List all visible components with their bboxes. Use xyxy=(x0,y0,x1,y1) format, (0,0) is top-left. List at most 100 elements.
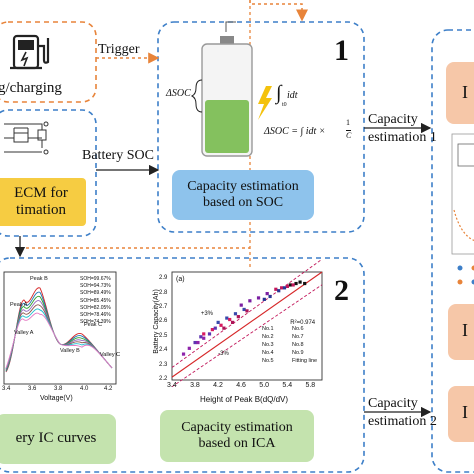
point-No9-1 xyxy=(262,297,266,301)
ic-curves-label: ery IC curves xyxy=(15,430,97,447)
battery-icon xyxy=(201,21,253,157)
ic-curve-4 xyxy=(5,300,113,371)
ic-xtick-2: 3.6 xyxy=(28,386,37,392)
ic-xtick-5: 4.2 xyxy=(104,386,113,392)
ic-curve-7 xyxy=(5,312,113,369)
scatter-xtick-13: 5.8 xyxy=(305,382,316,389)
band-minus-3 xyxy=(171,284,323,388)
charging-label: g/charging xyxy=(0,80,62,96)
scatter-ytick-6: 2.7 xyxy=(159,304,168,310)
ecm-line2: timation xyxy=(16,202,66,218)
ica-box-text: Capacity estimation based on ICA xyxy=(160,410,314,462)
ic-chart xyxy=(3,271,117,385)
formula-frac-den: C xyxy=(346,130,352,140)
scatter-ytick-7: 2.8 xyxy=(159,289,168,296)
ic-xtick-1: 3.4 xyxy=(2,386,11,392)
point-No3-2 xyxy=(248,299,252,303)
point-No6-2 xyxy=(199,335,203,339)
point-No7-1 xyxy=(181,352,186,356)
point-No4-1 xyxy=(216,320,220,324)
right-box-bottom xyxy=(448,386,474,442)
scatter-legend-3: No.3 xyxy=(262,342,274,348)
ecm-box-text: ECM for timation xyxy=(0,180,86,224)
ic-legend-1: SOH=99.67% xyxy=(80,276,111,282)
soc-box-line1: Capacity estimation xyxy=(187,178,299,194)
soc-box-line2: based on SOC xyxy=(202,195,284,210)
ic-xlabel: Voltage(V) xyxy=(40,395,73,402)
point-No7-3 xyxy=(196,340,200,345)
soc-panel xyxy=(157,21,365,233)
point-No4-2 xyxy=(225,316,229,320)
point-No7-4 xyxy=(202,336,206,340)
step-2-number: 2 xyxy=(334,274,349,307)
point-No8-2 xyxy=(230,320,235,324)
ica-box xyxy=(160,410,314,462)
ic-xtick-3: 3.8 xyxy=(54,386,63,392)
cap-est2-line1: Capacity xyxy=(368,396,418,411)
formula-delta-soc-left: ΔSOC xyxy=(166,88,191,99)
point-No3-1 xyxy=(239,303,243,307)
scatter-title: (a) xyxy=(176,276,185,283)
ic-legend-7: SOH=74.39% xyxy=(80,319,111,326)
cap-est2-line2: estimation 2 xyxy=(368,414,437,429)
right-bottom-letter: I xyxy=(462,402,468,422)
ic-peak-label-4: Valley B xyxy=(60,348,80,354)
scatter-xtick-5: 4.2 xyxy=(213,382,223,389)
point-No7-2 xyxy=(187,346,191,350)
right-panel xyxy=(431,29,474,473)
scatter-ytick-4: 2.5 xyxy=(159,332,168,339)
point-No1-3 xyxy=(298,280,302,284)
scatter-annotation-2: -3% xyxy=(218,351,229,358)
formula-idt: idt xyxy=(287,90,298,101)
ic-legend-5: SOH=82.05% xyxy=(80,304,111,311)
ic-peak-label-3: Valley A xyxy=(14,330,34,336)
scatter-xtick-7: 4.6 xyxy=(236,382,246,389)
right-mini-chart xyxy=(451,133,474,285)
ic-legend-4: SOH=85.45% xyxy=(80,297,111,304)
scatter-legend-7: No.7 xyxy=(292,334,304,340)
point-No4-4 xyxy=(242,307,246,312)
scatter-legend-1: No.1 xyxy=(262,326,274,332)
point-No6-4 xyxy=(213,326,217,330)
right-box-top xyxy=(446,62,474,124)
scatter-legend-9: No.9 xyxy=(292,350,304,356)
scatter-legend-6: No.6 xyxy=(292,326,304,332)
scatter-legend-5: No.5 xyxy=(262,358,274,364)
point-No5-3 xyxy=(219,323,223,327)
charger-panel xyxy=(0,21,97,103)
scatter-ytick-2: 2.3 xyxy=(159,361,168,368)
band-plus-3 xyxy=(171,258,323,368)
point-No9-2 xyxy=(268,294,272,299)
trigger-line-top xyxy=(249,0,308,22)
right-top-letter: I xyxy=(462,82,468,102)
scatter-legend-10: Fitting line xyxy=(292,358,318,364)
right-box-mid xyxy=(448,304,474,360)
scatter-xlabel: Height of Peak B(dQ/dV) xyxy=(200,395,289,404)
ic-legend-3: SOH=89.49% xyxy=(80,290,111,297)
point-No1-1 xyxy=(288,283,292,287)
point-No3-4 xyxy=(265,292,269,296)
right-mid-letter: I xyxy=(462,320,468,340)
point-No2-3 xyxy=(285,284,289,288)
ic-peak-label-6: Valley C xyxy=(100,352,121,358)
fitting-line xyxy=(171,271,323,378)
scatter-legend-2: No.2 xyxy=(262,334,274,340)
scatter-chart xyxy=(171,258,323,388)
point-No1-2 xyxy=(294,281,298,286)
cap-est1-line2: estimation 1 xyxy=(368,130,437,145)
scatter-ytick-1: 2.2 xyxy=(159,376,168,382)
point-No5-1 xyxy=(202,332,206,336)
ica-box-line2: based on ICA xyxy=(198,436,276,451)
point-No8-1 xyxy=(222,326,226,330)
point-No4-3 xyxy=(233,312,238,316)
point-No9-4 xyxy=(282,286,287,290)
scatter-annotation-3: R²=0.974 xyxy=(290,319,316,326)
point-No1-4 xyxy=(303,281,307,286)
point-No2-1 xyxy=(274,287,278,291)
point-No3-3 xyxy=(256,296,261,300)
point-No6-1 xyxy=(193,340,197,345)
ic-legend-2: SOH=94.73% xyxy=(80,283,111,290)
scatter-ytick-5: 2.6 xyxy=(159,318,168,325)
ica-box-line1: Capacity estimation xyxy=(181,419,293,435)
